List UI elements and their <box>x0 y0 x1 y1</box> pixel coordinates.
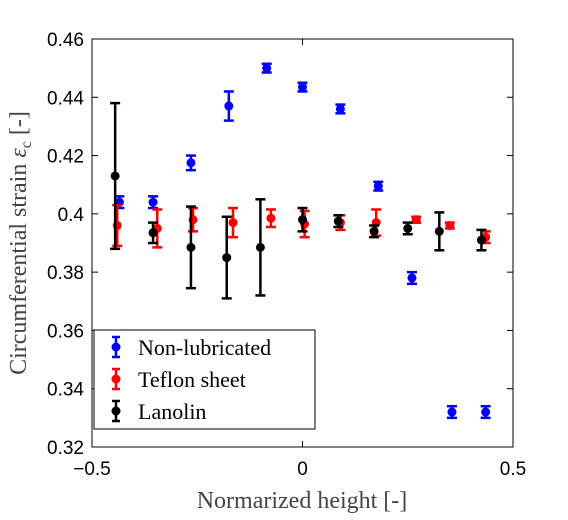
x-tick-label: 0.5 <box>500 459 526 480</box>
y-axis-label: Circumferential strain εc [-] <box>6 111 35 375</box>
data-point <box>411 215 421 225</box>
data-point <box>407 273 417 283</box>
y-axis-label-subscript: c <box>18 141 35 148</box>
data-point <box>434 226 444 236</box>
data-point <box>298 82 307 92</box>
legend-label: Non-lubricated <box>138 335 271 360</box>
legend-entry: Teflon sheet <box>111 367 246 392</box>
legend-entry: Non-lubricated <box>111 335 271 360</box>
legend-marker <box>111 374 121 384</box>
x-axis-label: Normarized height [-] <box>197 488 408 514</box>
legend-label: Lanolin <box>138 399 206 424</box>
y-tick-label: 0.32 <box>47 438 84 459</box>
y-axis-label-unit: [-] <box>6 111 32 135</box>
data-point <box>110 171 120 181</box>
data-point <box>447 407 457 417</box>
data-point <box>373 181 383 191</box>
data-point <box>224 101 234 111</box>
data-point <box>445 221 455 231</box>
y-axis-label-symbol: ε <box>6 148 32 158</box>
series-lanolin <box>110 101 487 300</box>
data-point <box>369 226 379 236</box>
legend-label: Teflon sheet <box>138 367 246 392</box>
data-point <box>228 218 238 228</box>
y-axis-label-text: Circumferential strain <box>6 164 32 375</box>
y-tick-label: 0.4 <box>58 205 85 226</box>
legend-marker <box>111 406 121 416</box>
data-point <box>481 407 491 417</box>
y-tick-label: 0.46 <box>47 30 84 51</box>
data-point <box>148 197 158 207</box>
data-point <box>186 242 196 252</box>
data-point <box>298 215 307 225</box>
y-tick-label: 0.42 <box>47 147 84 168</box>
data-point <box>335 104 345 114</box>
data-marks <box>110 62 491 420</box>
y-tick-label: 0.34 <box>47 380 84 401</box>
legend-marker <box>111 342 121 352</box>
axis-ticks <box>91 38 514 448</box>
legend-entry: Lanolin <box>111 399 206 424</box>
data-point <box>266 213 276 223</box>
x-tick-label: −0.5 <box>73 459 111 480</box>
data-point <box>476 235 486 245</box>
data-point <box>148 228 158 238</box>
y-tick-label: 0.38 <box>47 263 84 284</box>
data-point <box>262 63 272 73</box>
legend-box <box>93 329 316 430</box>
data-point <box>255 242 265 252</box>
tick-labels: 0.32 0.34 0.36 0.38 0.4 0.42 0.44 0.46 −0.5 0 0.5 <box>47 30 526 480</box>
x-tick-label: 0 <box>297 459 308 480</box>
data-point <box>403 223 413 233</box>
data-point <box>333 216 343 226</box>
legend-entries: Non-lubricated Teflon sheet Lanolin <box>111 335 271 424</box>
data-point <box>186 158 196 168</box>
y-tick-label: 0.44 <box>47 88 84 109</box>
data-point <box>222 253 232 263</box>
y-tick-label: 0.36 <box>47 321 84 342</box>
legend: Non-lubricated Teflon sheet Lanolin <box>93 329 316 430</box>
series-non-lubricated <box>114 62 491 420</box>
